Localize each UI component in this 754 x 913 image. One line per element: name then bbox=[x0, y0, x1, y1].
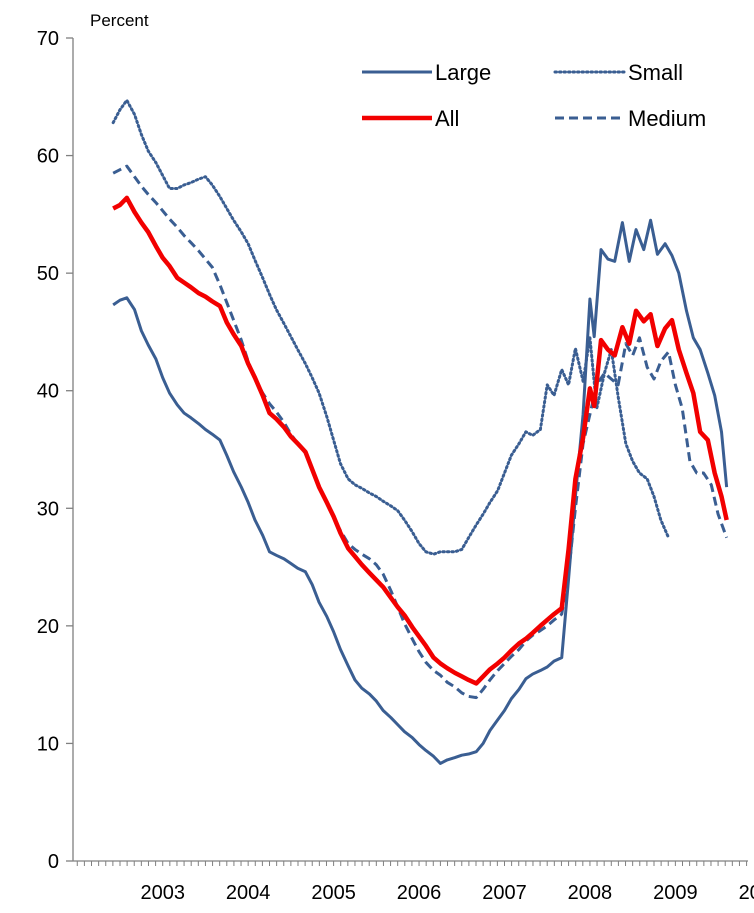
legend: Large Small All Medium bbox=[362, 60, 706, 131]
y-unit-label: Percent bbox=[90, 11, 149, 30]
x-tick-label: 2004 bbox=[226, 882, 271, 904]
series-line-all bbox=[112, 195, 729, 686]
y-tick-label: 40 bbox=[37, 381, 59, 403]
x-tick-label: 2009 bbox=[653, 882, 698, 904]
y-tick-label: 10 bbox=[37, 733, 59, 755]
series-line-medium bbox=[112, 164, 729, 700]
x-tick-label: 2005 bbox=[311, 882, 356, 904]
series-line-large bbox=[112, 218, 729, 765]
series-line-small bbox=[111, 98, 671, 556]
x-tick-label: 2006 bbox=[397, 882, 442, 904]
x-tick-label: 2007 bbox=[482, 882, 527, 904]
y-tick-label: 50 bbox=[37, 263, 59, 285]
legend-label-all: All bbox=[435, 106, 459, 131]
x-tick-label: 2008 bbox=[568, 882, 613, 904]
y-tick-label: 70 bbox=[37, 28, 59, 50]
series-layer bbox=[111, 98, 729, 765]
y-tick-label: 30 bbox=[37, 498, 59, 520]
y-tick-label: 0 bbox=[48, 851, 59, 873]
y-tick-label: 60 bbox=[37, 146, 59, 168]
x-tick-label: 2010 bbox=[739, 882, 754, 904]
legend-label-large: Large bbox=[435, 60, 491, 85]
axes: 0 10 20 30 40 50 60 70 2003 2004 2005 2006 2007 2008 2… bbox=[37, 28, 754, 904]
legend-label-small: Small bbox=[628, 60, 683, 85]
legend-label-medium: Medium bbox=[628, 106, 706, 131]
y-tick-label: 20 bbox=[37, 616, 59, 638]
x-tick-label: 2003 bbox=[140, 882, 185, 904]
